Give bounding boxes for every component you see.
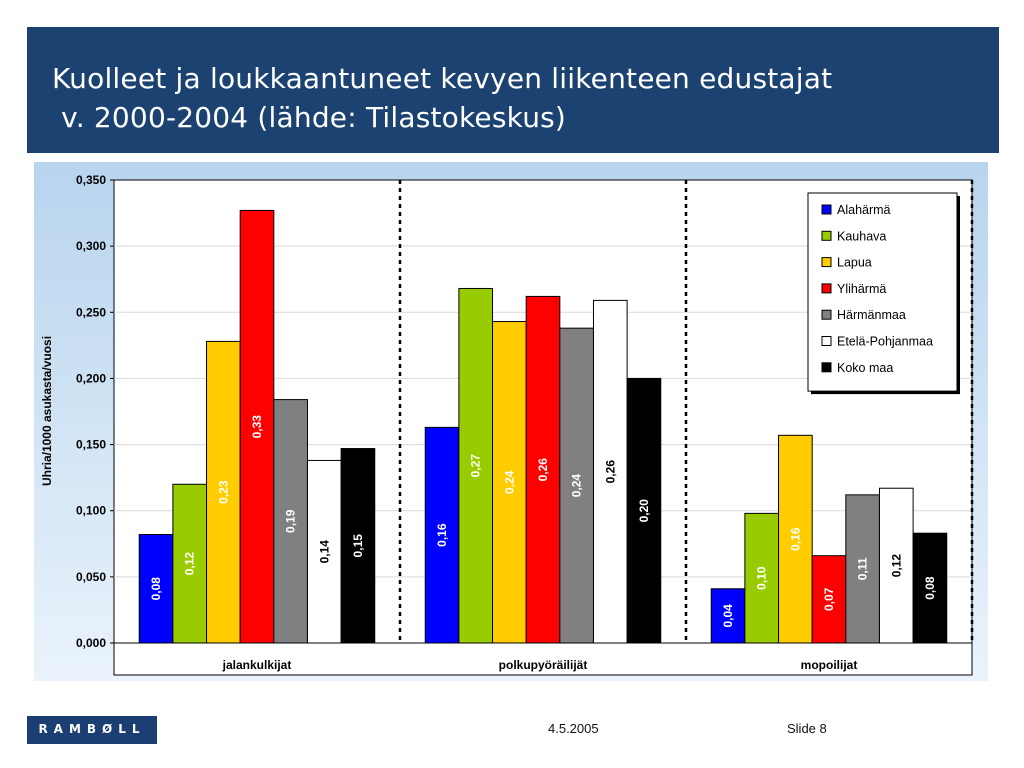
bar-value-label: 0,19: [284, 509, 298, 533]
category-label: polkupyöräilijät: [499, 658, 588, 672]
bar-value-label: 0,23: [216, 480, 230, 504]
legend-label: Härmänmaa: [837, 308, 906, 322]
legend-swatch: [821, 336, 832, 346]
bar: [340, 448, 376, 644]
legend-label: Koko maa: [837, 361, 893, 375]
bar: [138, 534, 174, 644]
bar-value-label: 0,27: [469, 454, 483, 478]
bar-value-label: 0,12: [889, 554, 903, 578]
bar-value-label: 0,24: [570, 474, 584, 498]
bar: [239, 209, 275, 644]
legend-swatch: [821, 257, 832, 268]
legend: Alahärmä Kauhava Lapua Ylihärmä Härmänmaa Ete…: [807, 192, 960, 395]
bar-value-label: 0,24: [502, 470, 516, 494]
bar-value-label: 0,16: [788, 527, 802, 551]
bar-value-label: 0,10: [755, 566, 769, 590]
y-axis-title: Uhria/1000 asukasta/vuosi: [40, 336, 54, 486]
y-tick-label: 0,150: [76, 438, 106, 452]
y-tick-label: 0,100: [76, 504, 106, 518]
bar: [778, 434, 813, 644]
legend-swatch: [821, 283, 832, 294]
bar: [172, 483, 208, 644]
bar-value-label: 0,07: [822, 587, 836, 611]
bar: [458, 287, 494, 644]
bar: [424, 426, 460, 644]
bar: [878, 487, 914, 644]
bar-value-label: 0,26: [603, 460, 617, 484]
y-tick-label: 0,000: [76, 636, 106, 650]
slide-title-line-2: v. 2000-2004 (lähde: Tilastokeskus): [52, 101, 567, 134]
bar-value-label: 0,26: [536, 458, 550, 482]
bar-value-label: 0,20: [637, 499, 651, 523]
legend-box: [807, 192, 958, 392]
bar-value-label: 0,08: [923, 576, 937, 600]
slide-title-line-1: Kuolleet ja loukkaantuneet kevyen liiken…: [52, 62, 833, 95]
bar-value-label: 0,16: [435, 523, 449, 547]
legend-label: Lapua: [837, 256, 872, 270]
legend-swatch: [821, 204, 832, 215]
legend-swatch: [821, 309, 832, 320]
bar: [525, 295, 561, 644]
footer-date: 4.5.2005: [548, 721, 599, 736]
legend-swatch: [821, 362, 832, 373]
bar: [811, 555, 847, 644]
y-tick-label: 0,350: [76, 173, 106, 187]
legend-swatch: [821, 230, 832, 241]
bar: [912, 532, 948, 644]
y-tick-label: 0,250: [76, 305, 106, 319]
bar: [744, 512, 780, 644]
title-bar: [27, 27, 999, 153]
y-tick-label: 0,300: [76, 239, 106, 253]
category-label: jalankulkijat: [222, 658, 292, 672]
bar-value-label: 0,15: [351, 534, 365, 558]
bar-value-label: 0,33: [250, 415, 264, 439]
bar: [626, 377, 662, 644]
legend-label: Etelä-Pohjanmaa: [837, 335, 933, 349]
bar: [273, 399, 308, 644]
logo-text: RAMBØLL: [38, 722, 146, 736]
y-tick-label: 0,200: [76, 371, 106, 385]
legend-label: Ylihärmä: [837, 282, 886, 296]
legend-label: Alahärmä: [837, 203, 891, 217]
bar-chart: 0,08 0,12 0,23 0,33 0,19 0,14 0,15 0,16 0,27 0,24…: [34, 162, 988, 681]
chart-svg: 0,08 0,12 0,23 0,33 0,19 0,14 0,15 0,16 0,27 0,24…: [34, 162, 988, 681]
bar-value-label: 0,12: [183, 552, 197, 576]
bar: [206, 340, 241, 644]
ramboll-logo: RAMBØLL: [27, 716, 157, 744]
bar-value-label: 0,08: [149, 577, 163, 601]
legend-label: Kauhava: [837, 229, 886, 243]
slide-number: Slide 8: [787, 721, 827, 736]
category-label: mopoilijat: [801, 658, 858, 672]
bar: [710, 588, 746, 644]
y-tick-label: 0,050: [76, 570, 106, 584]
bar-value-label: 0,11: [856, 557, 870, 580]
bar-value-label: 0,14: [317, 540, 331, 564]
bar: [559, 327, 594, 644]
category-axis-box: [113, 642, 973, 676]
bar: [592, 299, 628, 644]
bar-value-label: 0,04: [721, 604, 735, 628]
